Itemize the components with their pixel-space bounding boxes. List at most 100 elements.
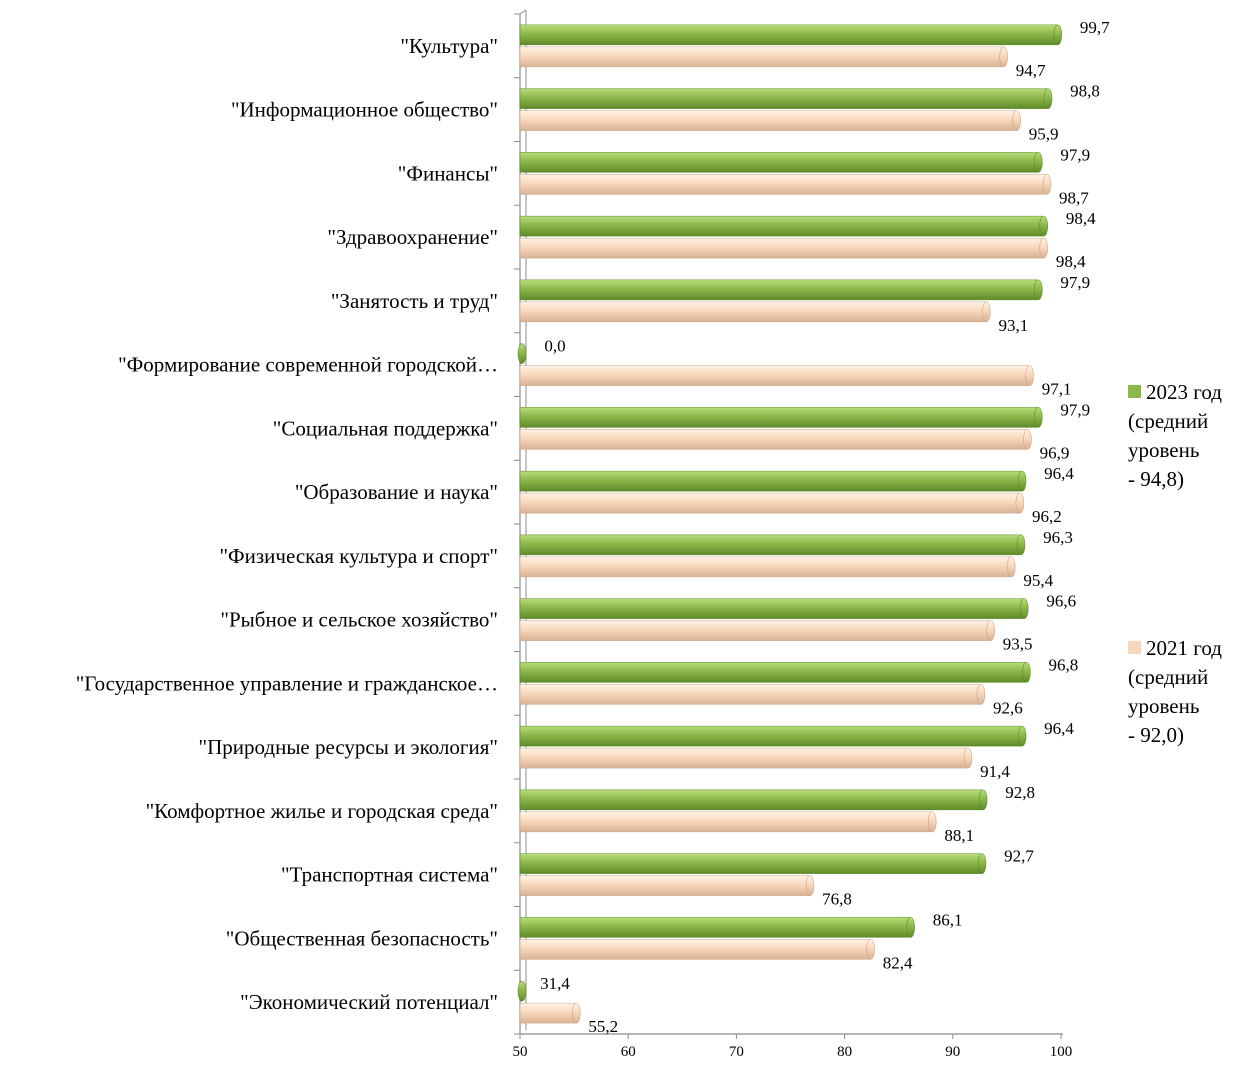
category-label: "Формирование современной городской… [118, 353, 498, 377]
bar-series-2023 [519, 152, 1039, 173]
value-label-series-2021: 82,4 [883, 953, 913, 972]
bar-cap-series-2021 [866, 939, 875, 960]
value-label-series-2021: 95,9 [1029, 125, 1059, 144]
bar-series-2021 [519, 939, 871, 960]
labels-layer: "Культура" 99,7 94,7 "Информационное общест… [76, 18, 1110, 1036]
bar-cap-series-2023 [1053, 24, 1063, 46]
bar-series-2021 [519, 811, 933, 833]
bar-cap-series-2021 [1042, 174, 1052, 195]
bar-cap-series-2023 [978, 789, 988, 811]
value-label-series-2021: 98,4 [1056, 252, 1086, 271]
bar-series-2023 [519, 470, 1023, 492]
value-label-series-2023: 97,9 [1060, 273, 1090, 292]
bar-series-2023 [519, 534, 1022, 556]
bar-series-2021 [519, 747, 969, 769]
category-label: "Экономический потенциал" [240, 990, 498, 1014]
category-label: "Рыбное и сельское хозяйство" [220, 608, 498, 632]
value-label-series-2021: 93,1 [998, 316, 1028, 335]
bar-series-2023 [519, 279, 1039, 301]
bar-cap-series-2021 [976, 684, 986, 705]
legend-label-2023: 2023 год (средний уровень - 94,8) [1128, 380, 1222, 491]
category-label: "Комфортное жилье и городская среда" [146, 799, 498, 823]
x-tick-label: 60 [621, 1044, 636, 1060]
x-tick-label: 90 [945, 1044, 960, 1060]
value-label-series-2023: 96,8 [1049, 655, 1079, 674]
value-label-series-2021: 94,7 [1016, 61, 1046, 80]
value-label-series-2023: 31,4 [540, 974, 570, 993]
bar-series-2021 [519, 429, 1028, 450]
bar-series-2023 [519, 407, 1039, 428]
bar-cap-series-2023 [517, 343, 527, 364]
value-label-series-2023: 96,4 [1044, 719, 1074, 738]
bar-cap-series-2023 [1033, 279, 1043, 301]
bar-cap-series-2021 [1006, 556, 1016, 578]
bar-cap-series-2021 [805, 875, 815, 896]
bar-cap-series-2023 [1033, 152, 1043, 173]
bar-series-2021 [519, 684, 982, 705]
value-label-series-2023: 92,7 [1004, 847, 1034, 866]
x-tick-label: 100 [1050, 1044, 1073, 1060]
legend-label-2021: 2021 год (средний уровень - 92,0) [1128, 636, 1222, 747]
value-label-series-2021: 55,2 [588, 1017, 618, 1036]
value-label-series-2023: 96,4 [1044, 464, 1074, 483]
category-label: "Финансы" [398, 161, 498, 185]
bars-layer [517, 24, 1063, 1024]
bar-cap-series-2023 [906, 917, 915, 938]
value-label-series-2023: 0,0 [544, 337, 565, 356]
legend-item-2021: 2021 год (средний уровень - 92,0) [1128, 634, 1246, 750]
value-label-series-2023: 98,8 [1070, 82, 1100, 101]
bar-cap-series-2023 [517, 980, 527, 1002]
bar-series-2021 [519, 365, 1030, 386]
bar-cap-series-2023 [1022, 662, 1031, 683]
bar-series-2021 [519, 237, 1044, 259]
value-label-series-2021: 76,8 [822, 890, 852, 909]
value-label-series-2021: 95,4 [1023, 571, 1053, 590]
value-label-series-2021: 93,5 [1003, 635, 1033, 654]
bar-series-2023 [519, 88, 1049, 109]
bar-cap-series-2023 [1019, 598, 1029, 619]
bar-cap-series-2023 [1016, 534, 1026, 556]
value-label-series-2023: 97,9 [1060, 400, 1090, 419]
bar-series-2021 [519, 556, 1012, 578]
bar-cap-series-2023 [1039, 215, 1048, 237]
category-label: "Физическая культура и спорт" [219, 544, 498, 568]
legend-swatch-2023 [1128, 385, 1141, 398]
y-axis-depth [519, 9, 527, 15]
value-label-series-2021: 91,4 [980, 762, 1010, 781]
x-tick-label: 70 [729, 1044, 744, 1060]
category-label: "Природные ресурсы и экология" [199, 735, 498, 759]
bar-series-2023 [519, 917, 911, 938]
bar-series-2023 [519, 598, 1025, 619]
value-label-series-2023: 98,4 [1066, 209, 1096, 228]
bar-cap-series-2021 [982, 301, 991, 323]
legend-item-2023: 2023 год (средний уровень - 94,8) [1128, 378, 1246, 494]
bar-cap-series-2021 [1015, 492, 1025, 514]
bar-series-2021 [519, 620, 991, 641]
bar-cap-series-2021 [1012, 110, 1021, 131]
bar-cap-series-2021 [986, 620, 995, 641]
bar-series-2021 [519, 110, 1017, 131]
bar-cap-series-2023 [1017, 470, 1027, 492]
category-label: "Культура" [400, 34, 498, 58]
category-label: "Информационное общество" [231, 98, 498, 122]
category-label: "Транспортная система" [281, 863, 498, 887]
bar-cap-series-2021 [963, 747, 973, 769]
bar-cap-series-2023 [977, 853, 987, 874]
bar-cap-series-2021 [571, 1002, 581, 1024]
bar-series-2021 [519, 1002, 577, 1024]
category-label: "Образование и наука" [295, 480, 498, 504]
bar-series-2023 [519, 789, 984, 811]
bar-series-2023 [519, 853, 983, 874]
value-label-series-2021: 96,9 [1040, 443, 1070, 462]
value-label-series-2023: 96,6 [1046, 592, 1076, 611]
category-label: "Социальная поддержка" [273, 416, 498, 440]
bar-cap-series-2021 [927, 811, 937, 833]
bar-series-2021 [519, 174, 1048, 195]
bar-series-2023 [519, 24, 1059, 46]
value-label-series-2023: 86,1 [933, 910, 963, 929]
x-tick-label: 80 [837, 1044, 852, 1060]
bar-series-2023 [519, 725, 1023, 747]
bar-cap-series-2021 [1023, 429, 1032, 450]
bar-series-2021 [519, 46, 1004, 68]
